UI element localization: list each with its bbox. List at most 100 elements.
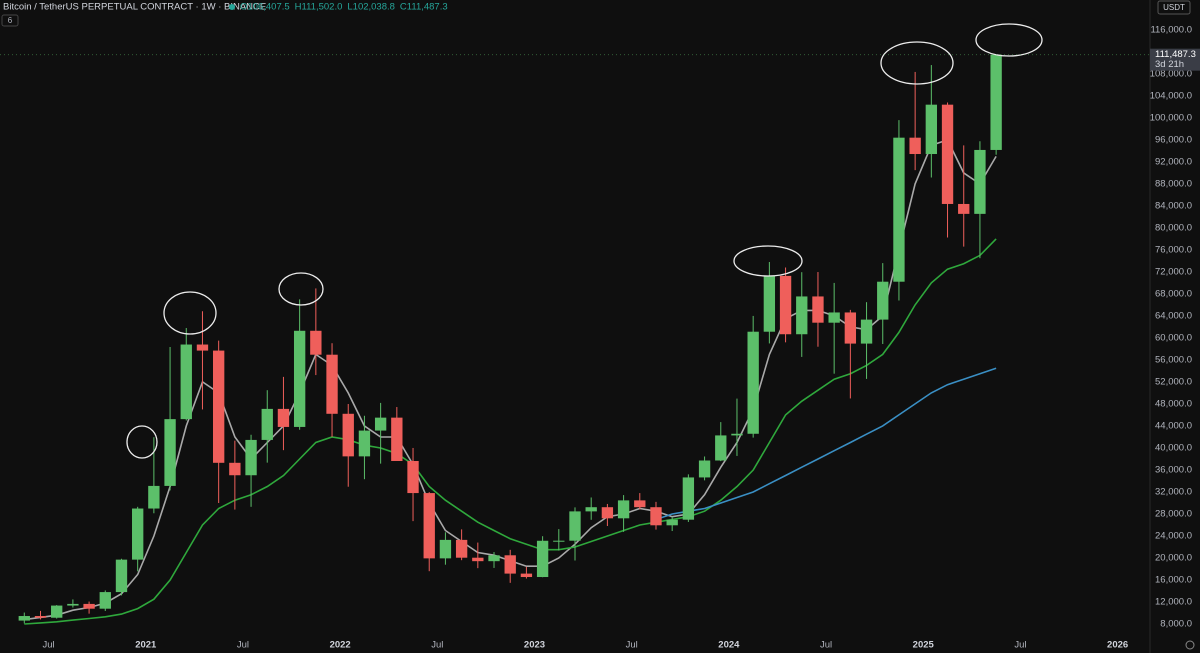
y-tick-label: 52,000.0 (1155, 376, 1192, 387)
last-price-tag (1150, 48, 1200, 71)
candle-body (844, 312, 857, 344)
ma-line (24, 238, 997, 625)
candle-body (455, 539, 468, 558)
candle-body (893, 137, 905, 282)
x-tick-label: 2025 (913, 640, 935, 651)
candle-body (877, 281, 889, 320)
y-tick-label: 40,000.0 (1155, 442, 1192, 453)
candle-body (439, 539, 452, 559)
candle-body (650, 507, 662, 526)
candle-body (51, 605, 63, 618)
candle-body (18, 616, 30, 621)
candle-body (666, 519, 678, 526)
countdown: 3d 21h (1155, 59, 1184, 70)
candle-body (99, 592, 111, 609)
indicator-badge[interactable] (1, 14, 19, 27)
y-tick-label: 60,000.0 (1155, 332, 1192, 343)
x-tick-label: 2026 (1107, 640, 1128, 651)
y-tick-label: 24,000.0 (1155, 530, 1192, 541)
annotation-circle (126, 425, 158, 459)
candle-body (115, 559, 128, 593)
candle-body (828, 312, 840, 323)
y-tick-label: 44,000.0 (1155, 420, 1192, 431)
candle-body (293, 330, 306, 427)
candle-body (196, 344, 209, 351)
annotation-circle (975, 23, 1043, 57)
candle-body (229, 462, 241, 476)
candle-body (342, 413, 354, 457)
candle-body (374, 417, 387, 431)
x-tick-label: Jul (431, 640, 443, 651)
candle-body (779, 275, 792, 335)
y-tick-label: 12,000.0 (1155, 597, 1192, 608)
candle-body (310, 330, 322, 355)
candle-body (212, 350, 225, 463)
candle-body (148, 485, 160, 509)
y-tick-label: 28,000.0 (1155, 508, 1192, 519)
y-tick-label: 80,000.0 (1155, 222, 1192, 233)
indicator-count: 6 (8, 16, 13, 25)
candle-body (326, 354, 338, 414)
candle-body (569, 511, 581, 541)
y-tick-label: 20,000.0 (1155, 552, 1192, 563)
y-tick-label: 48,000.0 (1155, 398, 1192, 409)
candle-body (407, 460, 419, 494)
y-tick-label: 76,000.0 (1155, 244, 1192, 255)
x-tick-label: Jul (43, 640, 55, 651)
x-tick-label: 2023 (524, 640, 545, 651)
candle-body (67, 603, 79, 606)
y-tick-label: 8,000.0 (1160, 619, 1192, 630)
x-tick-label: Jul (626, 640, 638, 651)
y-tick-label: 88,000.0 (1155, 178, 1192, 189)
candle-body (682, 477, 695, 520)
y-tick-label: 56,000.0 (1155, 354, 1192, 365)
candle-body (585, 507, 597, 512)
ma-line (655, 367, 997, 521)
y-tick-label: 92,000.0 (1155, 156, 1192, 167)
candle-body (180, 344, 192, 420)
candle-body (958, 203, 970, 214)
candle-body (698, 460, 711, 478)
candle-body (747, 331, 759, 434)
ohlc-value: O106,407.5 (240, 2, 290, 13)
annotation-circle (278, 272, 324, 306)
currency-box[interactable] (1157, 0, 1191, 15)
candle-body (164, 419, 176, 486)
last-price-label: 111,487.3 (1155, 49, 1196, 60)
x-tick-label: Jul (820, 640, 832, 651)
currency: USDT (1163, 3, 1185, 12)
ohlc-value: H111,502.0 (295, 2, 343, 13)
candle-body (909, 137, 921, 155)
y-tick-label: 84,000.0 (1155, 200, 1192, 211)
plot-area (18, 54, 1002, 625)
candle-body (601, 507, 614, 519)
candle-body (763, 275, 776, 332)
annotation-circle (163, 291, 217, 335)
candle-body (245, 439, 257, 476)
candle-body (715, 435, 727, 461)
y-tick-label: 96,000.0 (1155, 134, 1192, 145)
candle-body (617, 500, 630, 519)
candle-body (553, 540, 565, 542)
candle-body (974, 149, 986, 214)
y-tick-label: 68,000.0 (1155, 288, 1192, 299)
candle-body (423, 493, 435, 559)
candle-body (358, 430, 371, 457)
y-tick-label: 104,000.0 (1150, 90, 1192, 101)
x-tick-label: Jul (237, 640, 249, 651)
y-tick-label: 108,000.0 (1150, 68, 1192, 79)
candle-body (536, 540, 549, 578)
settings-icon[interactable] (1185, 640, 1195, 650)
annotation-circle (733, 245, 803, 277)
x-tick-label: 2024 (718, 640, 740, 651)
candle-body (520, 573, 533, 578)
candle-body (34, 616, 47, 618)
annotations (126, 23, 1043, 459)
x-tick-label: 2022 (330, 640, 351, 651)
y-tick-label: 16,000.0 (1155, 575, 1192, 586)
status-dot (229, 4, 235, 10)
candle-body (132, 508, 144, 560)
